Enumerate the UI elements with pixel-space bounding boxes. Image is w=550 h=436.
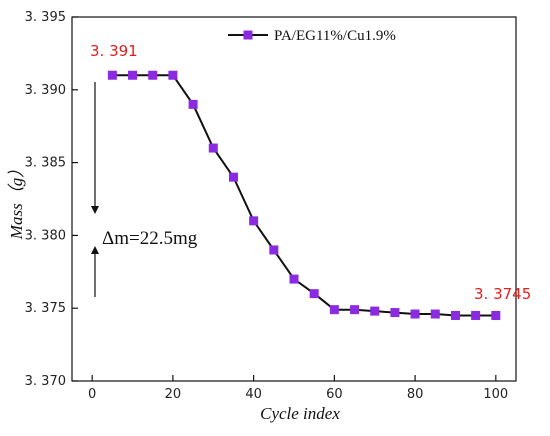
y-tick-label: 3. 370 [25,374,66,389]
data-point [107,70,117,80]
y-axis-title: Mass（g） [7,161,26,240]
data-point [148,70,158,80]
data-point [249,216,259,226]
y-tick-label: 3. 375 [25,301,66,316]
data-point [289,274,299,284]
data-point [168,70,178,80]
data-point [188,99,198,109]
y-axis-ticks: 3. 370 3. 375 3. 380 3. 385 3. 390 3. 395 [25,10,78,389]
data-point [370,306,380,316]
series-layer [107,70,501,320]
data-point [430,309,440,319]
plot-frame [71,16,517,382]
data-point [309,289,319,299]
x-axis-ticks: 0 20 40 60 80 100 [88,375,508,402]
series-line [112,74,496,317]
data-point [228,172,238,182]
x-tick-label: 80 [407,387,424,402]
legend: PA/EG11%/Cu1.9% [228,28,396,44]
x-tick-label: 100 [483,387,508,402]
x-tick-label: 40 [245,387,262,402]
x-axis-title: Cycle index [260,404,340,423]
data-point [491,310,501,320]
delta-mass-annotation: Δm=22.5mg [102,228,198,249]
y-tick-label: 3. 385 [25,156,66,171]
end-value-annotation: 3. 3745 [474,285,531,303]
y-tick-label: 3. 380 [25,228,66,243]
legend-marker [243,30,253,40]
legend-label: PA/EG11%/Cu1.9% [274,28,396,44]
data-point [471,310,481,320]
data-point [269,245,279,255]
data-point [329,305,339,315]
data-point [450,310,460,320]
x-tick-label: 0 [88,387,96,402]
data-point [390,308,400,318]
y-tick-label: 3. 390 [25,83,66,98]
y-tick-label: 3. 395 [25,10,66,25]
x-tick-label: 60 [326,387,343,402]
data-point [128,70,138,80]
start-value-annotation: 3. 391 [90,42,138,60]
x-tick-label: 20 [165,387,182,402]
data-point [350,305,360,315]
data-point [208,143,218,153]
data-point [410,309,420,319]
